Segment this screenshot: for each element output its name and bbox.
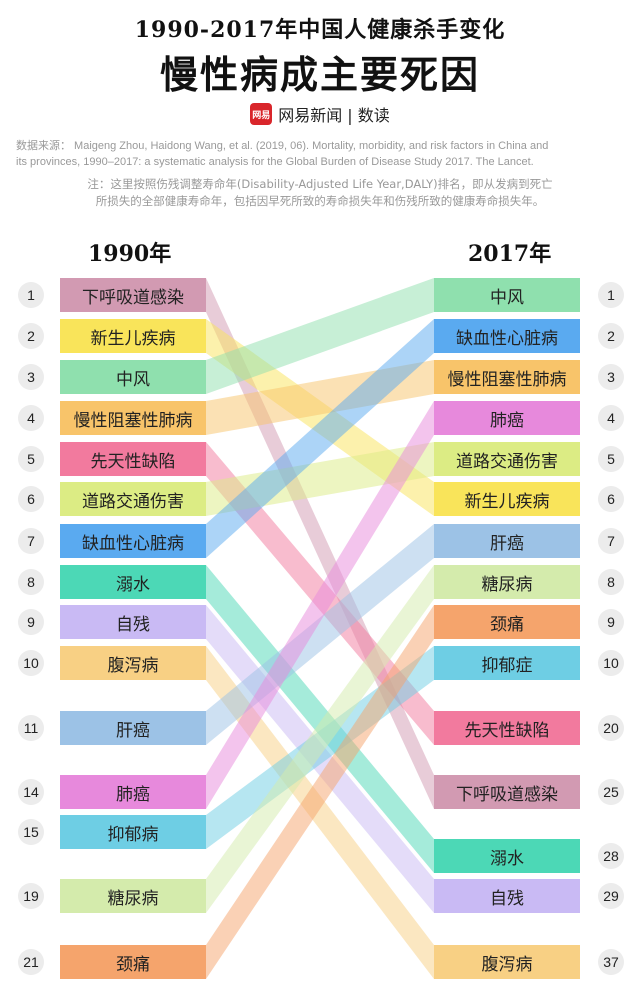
right-cause-label: 慢性阻塞性肺病 [434, 360, 580, 394]
right-rank-badge: 5 [598, 446, 624, 472]
left-cause-label: 缺血性心脏病 [60, 524, 206, 558]
right-cause-label: 肝癌 [434, 524, 580, 558]
right-rank-badge: 29 [598, 883, 624, 909]
right-cause-label: 缺血性心脏病 [434, 319, 580, 353]
source-text: 数据来源： Maigeng Zhou, Haidong Wang, et al.… [16, 138, 626, 170]
right-cause-label: 新生儿疾病 [434, 482, 580, 516]
left-rank-badge: 4 [18, 405, 44, 431]
left-cause-label: 颈痛 [60, 945, 206, 979]
right-rank-badge: 1 [598, 282, 624, 308]
right-cause-label: 中风 [434, 278, 580, 312]
right-rank-badge: 28 [598, 843, 624, 869]
right-rank-badge: 20 [598, 715, 624, 741]
source-line-1: 数据来源： Maigeng Zhou, Haidong Wang, et al.… [16, 140, 549, 152]
source-line-2: its provinces, 1990–2017: a systematic a… [16, 156, 534, 168]
left-cause-label: 慢性阻塞性肺病 [60, 401, 206, 435]
right-cause-label: 道路交通伤害 [434, 442, 580, 476]
left-rank-badge: 3 [18, 364, 44, 390]
left-cause-label: 先天性缺陷 [60, 442, 206, 476]
flow-band [206, 319, 434, 558]
left-rank-badge: 8 [18, 569, 44, 595]
note-line-2: 所损失的全部健康寿命年，包括因早死所致的寿命损失年和伤残所致的健康寿命损失年。 [95, 194, 545, 208]
left-rank-badge: 19 [18, 883, 44, 909]
right-rank-badge: 10 [598, 650, 624, 676]
right-rank-badge: 4 [598, 405, 624, 431]
right-cause-label: 自残 [434, 879, 580, 913]
flow-band [206, 278, 434, 394]
left-rank-badge: 11 [18, 715, 44, 741]
chart-supertitle: 1990-2017年中国人健康杀手变化 [134, 17, 506, 43]
right-rank-badge: 37 [598, 949, 624, 975]
right-rank-badge: 3 [598, 364, 624, 390]
chart-title: 慢性病成主要死因 [159, 52, 480, 97]
left-cause-label: 自残 [60, 605, 206, 639]
netease-logo-icon: 网易 [250, 103, 273, 125]
right-cause-label: 糖尿病 [434, 565, 580, 599]
right-cause-label: 肺癌 [434, 401, 580, 435]
right-cause-label: 先天性缺陷 [434, 711, 580, 745]
note-line-1: 注：这里按照伤残调整寿命年(Disability-Adjusted Life Y… [87, 177, 553, 191]
right-cause-label: 抑郁症 [434, 646, 580, 680]
left-cause-label: 抑郁病 [60, 815, 206, 849]
left-rank-badge: 10 [18, 650, 44, 676]
note-text: 注：这里按照伤残调整寿命年(Disability-Adjusted Life Y… [0, 176, 640, 210]
flow-band [206, 401, 434, 809]
right-rank-badge: 2 [598, 323, 624, 349]
right-cause-label: 下呼吸道感染 [434, 775, 580, 809]
left-column-heading: 1990年 [88, 241, 172, 267]
left-cause-label: 中风 [60, 360, 206, 394]
right-cause-label: 腹泻病 [434, 945, 580, 979]
right-column-heading: 2017年 [468, 241, 552, 267]
brand: 网易 网易新闻 | 数读 [0, 102, 640, 126]
right-rank-badge: 6 [598, 486, 624, 512]
left-rank-badge: 21 [18, 949, 44, 975]
left-rank-badge: 5 [18, 446, 44, 472]
right-rank-badge: 25 [598, 779, 624, 805]
right-rank-badge: 9 [598, 609, 624, 635]
left-cause-label: 溺水 [60, 565, 206, 599]
flow-band [206, 605, 434, 979]
left-cause-label: 肺癌 [60, 775, 206, 809]
left-rank-badge: 1 [18, 282, 44, 308]
left-rank-badge: 15 [18, 819, 44, 845]
left-rank-badge: 9 [18, 609, 44, 635]
left-rank-badge: 2 [18, 323, 44, 349]
right-cause-label: 颈痛 [434, 605, 580, 639]
left-cause-label: 糖尿病 [60, 879, 206, 913]
left-cause-label: 道路交通伤害 [60, 482, 206, 516]
left-cause-label: 新生儿疾病 [60, 319, 206, 353]
right-rank-badge: 7 [598, 528, 624, 554]
left-cause-label: 肝癌 [60, 711, 206, 745]
flow-band [206, 646, 434, 979]
right-cause-label: 溺水 [434, 839, 580, 873]
brand-name: 网易新闻 | 数读 [278, 106, 390, 125]
left-cause-label: 腹泻病 [60, 646, 206, 680]
left-cause-label: 下呼吸道感染 [60, 278, 206, 312]
flow-band [206, 565, 434, 913]
left-rank-badge: 6 [18, 486, 44, 512]
right-rank-badge: 8 [598, 569, 624, 595]
left-rank-badge: 14 [18, 779, 44, 805]
left-rank-badge: 7 [18, 528, 44, 554]
flow-band [206, 565, 434, 873]
